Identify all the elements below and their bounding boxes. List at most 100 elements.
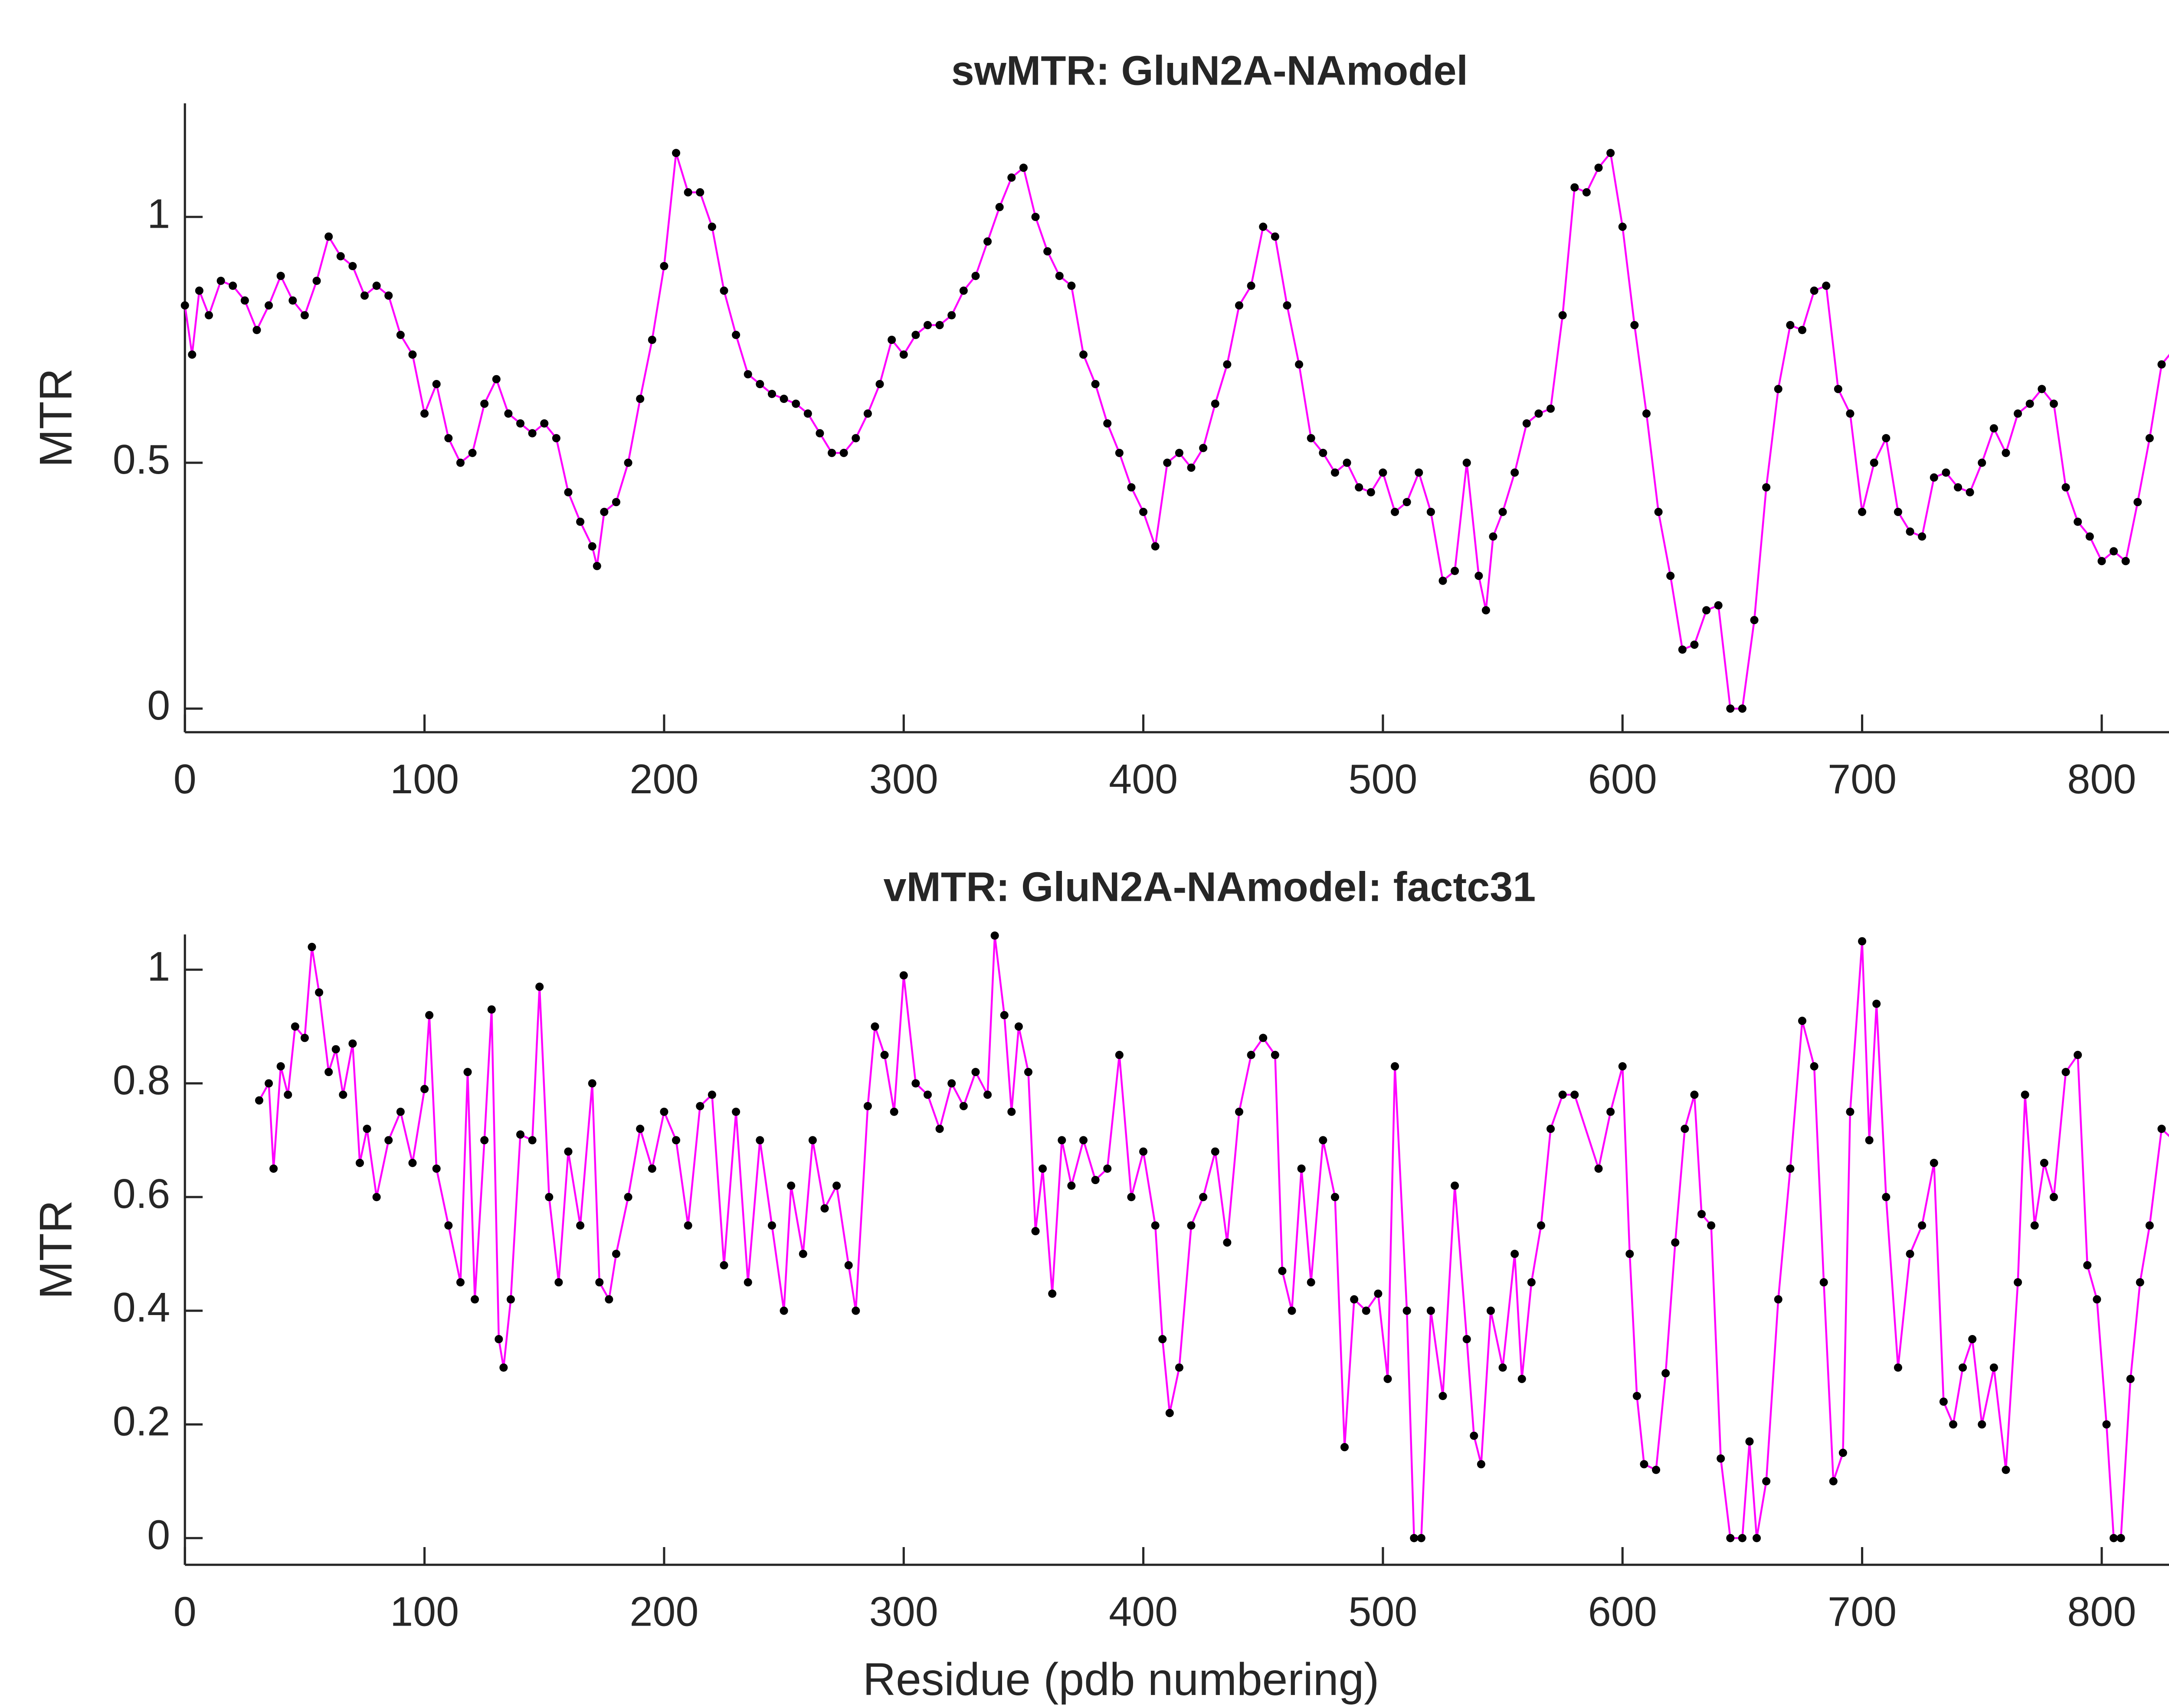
data-point [1199,444,1208,452]
data-point [1606,149,1615,157]
data-point [1295,360,1304,369]
data-point [1652,1466,1661,1474]
data-point [1247,281,1255,290]
chart-title: swMTR: GluN2A-NAmodel [951,48,1468,94]
data-point [624,1193,632,1201]
data-point [1582,188,1591,196]
data-point [284,1090,292,1099]
data-point [593,562,601,570]
y-tick-label: 0.8 [113,1057,170,1103]
data-point [844,1261,853,1270]
data-point [1426,507,1435,516]
data-point [1379,468,1387,477]
data-point [324,1068,333,1076]
data-point [339,1090,347,1099]
data-point [2085,532,2094,541]
data-point [2040,1158,2048,1167]
data-point [348,262,357,271]
data-point [1410,1534,1419,1542]
data-point [300,311,309,320]
data-point [888,336,896,344]
data-point [1223,360,1232,369]
data-point [288,296,297,305]
data-point [308,942,316,951]
data-point [1786,321,1795,330]
data-point [516,1130,525,1139]
data-point [672,1136,681,1145]
data-point [780,1306,788,1315]
data-point [959,286,968,295]
data-point [384,291,393,300]
data-point [1882,1193,1891,1201]
data-point [1702,606,1711,615]
data-point [444,1221,453,1230]
data-point [696,188,704,196]
data-point [1067,281,1076,290]
data-point [636,395,645,403]
data-point [331,1045,340,1054]
data-point [348,1039,357,1048]
data-point [2002,448,2010,457]
data-point [2014,409,2022,418]
data-point [1139,1147,1148,1156]
data-point [1810,286,1818,295]
data-point [2121,557,2130,566]
data-point [935,321,944,330]
data-point [767,389,777,398]
data-point [1402,1306,1411,1315]
data-point [1534,409,1543,418]
data-point [1247,1050,1255,1059]
data-point [1989,1363,1998,1372]
data-point [1762,483,1771,492]
data-point [535,982,544,991]
data-point [1989,424,1998,433]
data-point [2074,1050,2082,1059]
data-point [355,1158,364,1167]
data-point [420,1085,429,1093]
data-point [612,498,620,507]
data-point [487,1005,496,1014]
data-point [504,409,513,418]
data-point [588,1079,596,1088]
data-point [1211,1147,1219,1156]
data-point [516,419,525,428]
data-point [1259,222,1268,231]
data-point [1537,1221,1545,1230]
data-point [432,380,441,389]
data-point [180,301,189,310]
data-point [1510,1250,1519,1258]
data-point [444,434,453,442]
x-tick-label: 700 [1828,756,1897,802]
data-point [648,336,656,344]
data-point [312,276,321,285]
data-point [1438,1392,1447,1400]
data-point [1918,532,1927,541]
data-point [1894,507,1902,516]
data-point [828,448,836,457]
y-tick-label: 0.5 [113,437,170,483]
data-point [1340,1443,1349,1452]
data-point [1829,1477,1838,1486]
data-point [204,311,213,320]
data-point [1498,1363,1507,1372]
data-point [1882,434,1891,442]
data-point [425,1011,434,1020]
data-point [624,458,632,467]
data-point [1666,572,1675,580]
data-point [1019,164,1028,172]
data-point [1858,507,1867,516]
data-point [875,380,884,389]
data-point [408,1158,417,1167]
data-point [195,286,203,295]
data-point [528,1136,537,1145]
data-point [2083,1261,2092,1270]
x-tick-label: 400 [1109,1589,1178,1635]
data-point [1953,483,1963,492]
data-point [1079,350,1088,359]
x-tick-label: 100 [390,1589,459,1635]
data-point [1949,1420,1958,1429]
x-tick-label: 700 [1828,1589,1897,1635]
data-point [1187,463,1196,472]
data-point [2110,1534,2118,1542]
